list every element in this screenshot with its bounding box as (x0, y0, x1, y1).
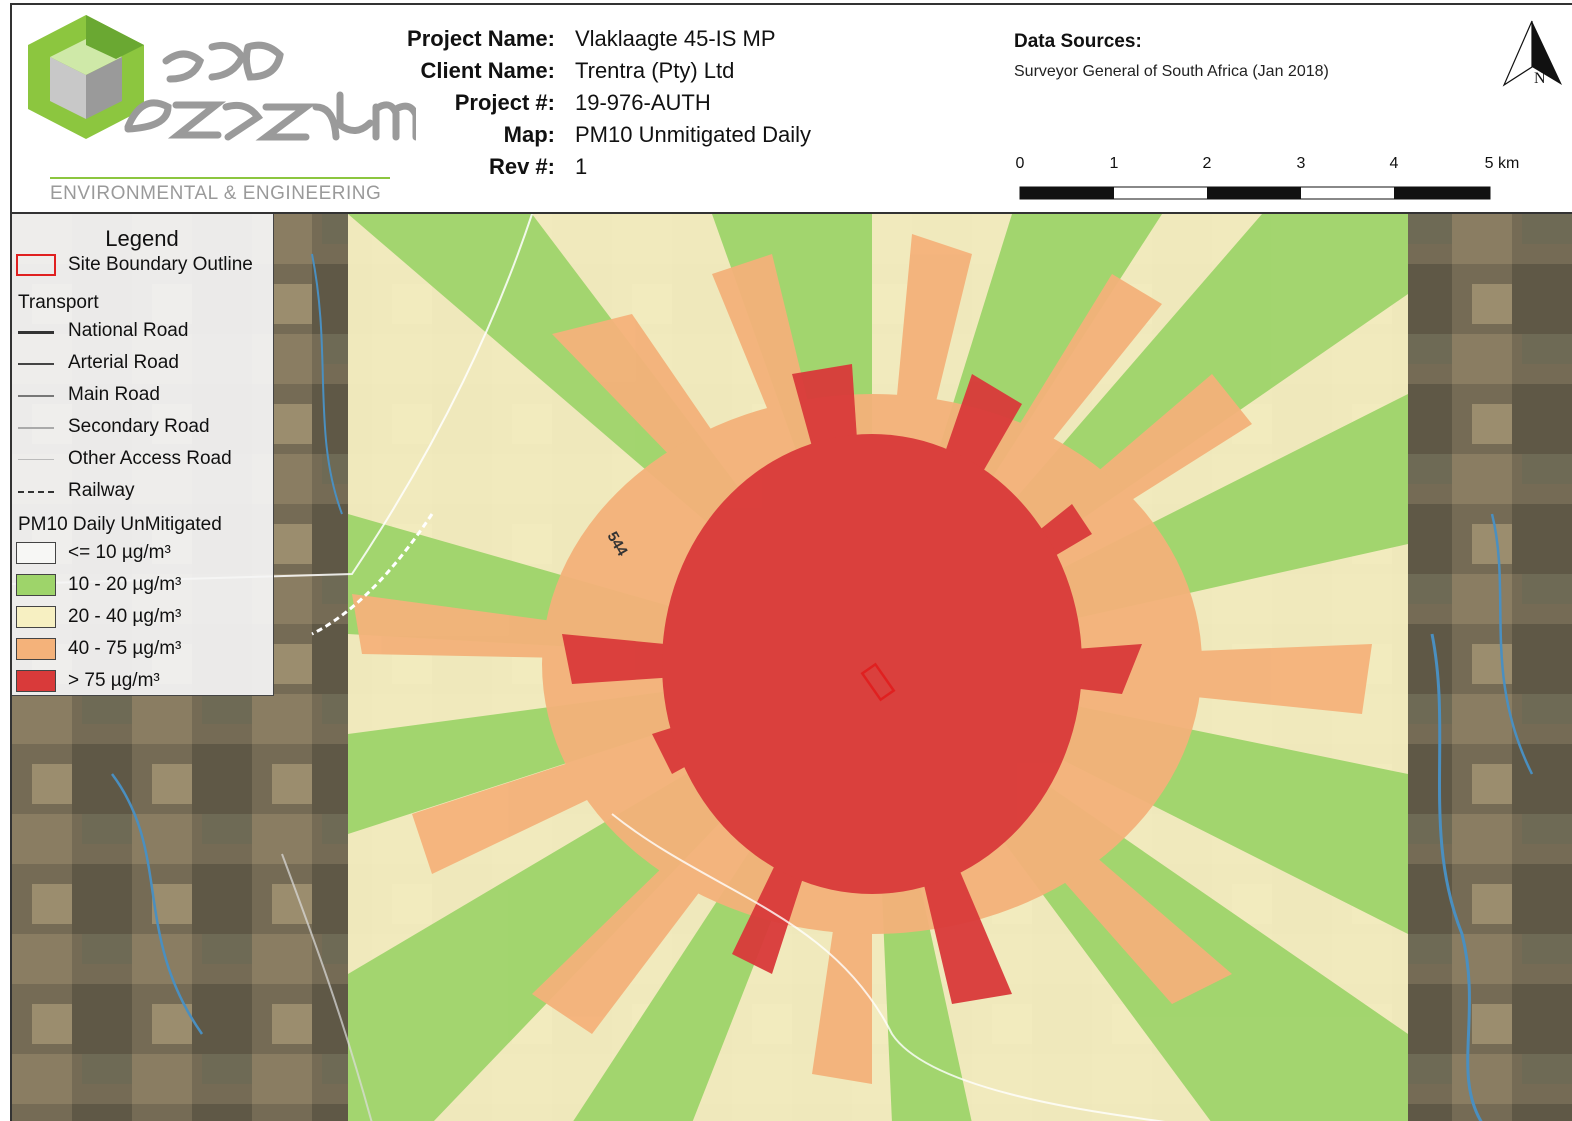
other-access-road-swatch (16, 448, 56, 470)
legend-label: Railway (68, 480, 135, 501)
legend-label: Other Access Road (68, 448, 232, 469)
arterial-road-swatch (16, 352, 56, 374)
legend-item-main-road: Main Road (16, 381, 160, 409)
legend-heading-pm10: PM10 Daily UnMitigated (18, 514, 222, 535)
info-row-project-name: Project Name: Vlaklaagte 45-IS MP (372, 23, 811, 55)
legend-item-pm10-gt-75: > 75 µg/m³ (16, 667, 160, 695)
north-label: N (1534, 70, 1546, 87)
legend-item-arterial-road: Arterial Road (16, 349, 179, 377)
logo-divider (50, 177, 390, 179)
legend-label: <= 10 µg/m³ (68, 542, 171, 563)
legend-label: Site Boundary Outline (68, 254, 253, 275)
info-value: 19-976-AUTH (575, 90, 711, 115)
legend-item-other-access-road: Other Access Road (16, 445, 232, 473)
info-label: Project Name: (407, 26, 555, 51)
legend-label: 10 - 20 µg/m³ (68, 574, 182, 595)
data-sources-title: Data Sources: (1014, 31, 1142, 52)
national-road-swatch (16, 320, 56, 342)
pm10-swatch (16, 670, 56, 692)
pm10-swatch (16, 606, 56, 628)
info-label: Client Name: (420, 58, 555, 83)
legend-item-pm10-40-75: 40 - 75 µg/m³ (16, 635, 181, 663)
legend-panel: Legend Site Boundary Outline Transport N… (12, 214, 274, 696)
company-logo (16, 9, 420, 209)
legend-title: Legend (105, 226, 179, 251)
map-canvas: 544 (12, 214, 1572, 1121)
scale-bar: 0 1 2 3 4 5 km (1014, 155, 1534, 205)
data-sources-text: Surveyor General of South Africa (Jan 20… (1014, 63, 1329, 80)
info-row-map: Map: PM10 Unmitigated Daily (372, 119, 811, 151)
legend-label: > 75 µg/m³ (68, 670, 160, 691)
scale-tick-label: 4 (1389, 155, 1399, 172)
legend-label: 40 - 75 µg/m³ (68, 638, 182, 659)
info-value: PM10 Unmitigated Daily (575, 122, 811, 147)
legend-item-railway: Railway (16, 477, 135, 505)
title-block: ENVIRONMENTAL & ENGINEERING Project Name… (12, 5, 1572, 214)
info-label: Map: (503, 122, 555, 147)
scale-tick-label: 3 (1296, 155, 1306, 172)
info-value: Trentra (Pty) Ltd (575, 58, 735, 83)
legend-label: Secondary Road (68, 416, 210, 437)
legend-item-national-road: National Road (16, 317, 188, 345)
scale-tick-label: 2 (1202, 155, 1212, 172)
legend-item-pm10-10-20: 10 - 20 µg/m³ (16, 571, 181, 599)
legend-item-secondary-road: Secondary Road (16, 413, 210, 441)
pm10-swatch (16, 638, 56, 660)
scale-tick-label: 1 (1109, 155, 1119, 172)
site-boundary-swatch (16, 254, 56, 276)
legend-label: Main Road (68, 384, 160, 405)
scale-tick-label: 5 km (1484, 155, 1520, 172)
logo-subtitle: ENVIRONMENTAL & ENGINEERING (50, 183, 382, 204)
info-value: Vlaklaagte 45-IS MP (575, 26, 776, 51)
info-row-project-number: Project #: 19-976-AUTH (372, 87, 811, 119)
site-boundary-outline (860, 662, 896, 702)
legend-label: 20 - 40 µg/m³ (68, 606, 182, 627)
scale-tick-label: 0 (1015, 155, 1025, 172)
pm10-swatch (16, 542, 56, 564)
pm10-swatch (16, 574, 56, 596)
legend-heading-transport: Transport (18, 292, 99, 313)
info-label: Rev #: (488, 154, 555, 179)
map-sheet: ENVIRONMENTAL & ENGINEERING Project Name… (10, 3, 1572, 1121)
info-label: Project #: (454, 90, 555, 115)
legend-item-pm10-20-40: 20 - 40 µg/m³ (16, 603, 181, 631)
railway-swatch (16, 480, 56, 502)
legend-label: Arterial Road (68, 352, 179, 373)
legend-item-site-boundary: Site Boundary Outline (16, 251, 253, 279)
legend-label: National Road (68, 320, 189, 341)
info-row-revision: Rev #: 1 (372, 151, 811, 183)
north-arrow-icon: N (1498, 17, 1568, 97)
map-view[interactable]: 544 (12, 214, 1572, 1121)
project-info: Project Name: Vlaklaagte 45-IS MP Client… (372, 23, 811, 183)
secondary-road-swatch (16, 416, 56, 438)
pm10-band-gt-75 (562, 364, 1142, 1004)
legend-item-pm10-le-10: <= 10 µg/m³ (16, 539, 171, 567)
info-value: 1 (575, 154, 588, 179)
info-row-client-name: Client Name: Trentra (Pty) Ltd (372, 55, 811, 87)
main-road-swatch (16, 384, 56, 406)
